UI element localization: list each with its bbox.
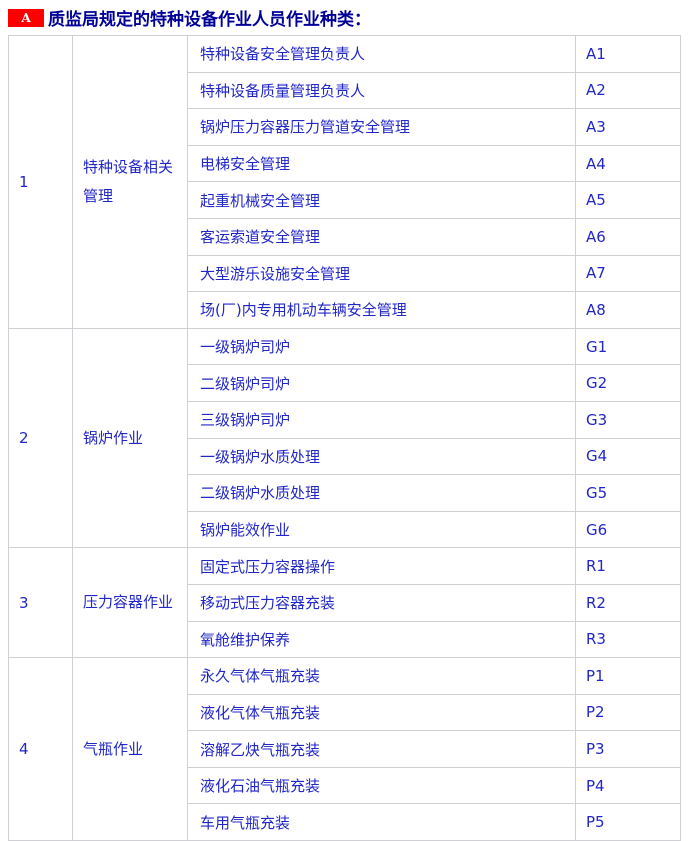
cell-category: 特种设备相关管理 — [72, 35, 188, 329]
job-categories-table-body: 1 特种设备相关管理 特种设备安全管理负责人 A1 特种设备质量管理负责人 A2 锅炉压力容… — [8, 35, 681, 841]
cell-job-name: 起重机械安全管理 — [187, 181, 576, 219]
cell-job-code: A3 — [575, 108, 681, 146]
cell-job-name: 液化石油气瓶充装 — [187, 766, 576, 805]
cell-job-code: R2 — [575, 583, 681, 622]
table-row: 液化气体气瓶充装 P2 — [9, 693, 681, 732]
cell-job-code: A1 — [575, 35, 681, 73]
cell-job-code: G5 — [575, 474, 681, 512]
cell-job-code: G6 — [575, 510, 681, 549]
title-text: 质监局规定的特种设备作业人员作业种类： — [48, 10, 371, 30]
cell-job-name: 二级锅炉司炉 — [187, 364, 576, 402]
job-categories-table: 1 特种设备相关管理 特种设备安全管理负责人 A1 特种设备质量管理负责人 A2 锅炉压力容… — [8, 35, 681, 841]
cell-job-name: 特种设备安全管理负责人 — [187, 35, 576, 73]
table-row: 液化石油气瓶充装 P4 — [9, 766, 681, 805]
cell-job-name: 特种设备质量管理负责人 — [187, 71, 576, 110]
table-row: 2 锅炉作业 一级锅炉司炉 G1 — [8, 327, 681, 549]
table-row: 3 压力容器作业 固定式压力容器操作 R1 — [8, 547, 681, 659]
cell-job-name: 溶解乙炔气瓶充装 — [187, 730, 576, 768]
cell-job-name: 移动式压力容器充装 — [187, 583, 576, 622]
table-row: 移动式压力容器充装 R2 — [9, 583, 681, 622]
cell-job-code: P5 — [575, 803, 681, 841]
cell-job-code: G3 — [575, 400, 681, 439]
cell-job-name: 二级锅炉水质处理 — [187, 474, 576, 512]
cell-category: 锅炉作业 — [72, 327, 188, 549]
table-row: 特种设备质量管理负责人 A2 — [9, 71, 681, 110]
cell-job-code: A8 — [575, 291, 681, 329]
table-row: 三级锅炉司炉 G3 — [9, 400, 681, 439]
table-row: 1 特种设备相关管理 特种设备安全管理负责人 A1 — [8, 35, 681, 329]
cell-job-code: A6 — [575, 217, 681, 256]
cell-job-code: G1 — [575, 327, 681, 366]
cell-job-name: 液化气体气瓶充装 — [187, 693, 576, 732]
table-row: 场(厂)内专用机动车辆安全管理 A8 — [9, 291, 681, 329]
cell-job-name: 场(厂)内专用机动车辆安全管理 — [187, 291, 576, 329]
table-row: 车用气瓶充装 P5 — [9, 803, 681, 841]
table-row: 二级锅炉司炉 G2 — [9, 364, 681, 402]
table-row: 客运索道安全管理 A6 — [9, 217, 681, 256]
cell-job-code: R1 — [575, 547, 681, 585]
cell-job-name: 一级锅炉水质处理 — [187, 437, 576, 476]
cell-job-code: P4 — [575, 766, 681, 805]
table-row: 二级锅炉水质处理 G5 — [9, 474, 681, 512]
cell-job-code: A4 — [575, 144, 681, 183]
marker-a-badge: A — [8, 8, 44, 27]
table-row: 电梯安全管理 A4 — [9, 144, 681, 183]
table-row: 大型游乐设施安全管理 A7 — [9, 254, 681, 293]
cell-category: 气瓶作业 — [72, 657, 188, 841]
cell-job-code: P1 — [575, 657, 681, 695]
cell-job-name: 锅炉能效作业 — [187, 510, 576, 549]
table-row: 起重机械安全管理 A5 — [9, 181, 681, 219]
cell-job-name: 三级锅炉司炉 — [187, 400, 576, 439]
page-title: A 质监局规定的特种设备作业人员作业种类： — [0, 0, 689, 35]
cell-job-code: A5 — [575, 181, 681, 219]
cell-group-number: 1 — [8, 35, 73, 329]
cell-job-code: G2 — [575, 364, 681, 402]
table-row: 锅炉能效作业 G6 — [9, 510, 681, 549]
cell-job-name: 锅炉压力容器压力管道安全管理 — [187, 108, 576, 146]
cell-group-number: 4 — [8, 657, 73, 841]
cell-job-name: 氧舱维护保养 — [187, 620, 576, 659]
cell-job-name: 大型游乐设施安全管理 — [187, 254, 576, 293]
cell-group-number: 2 — [8, 327, 73, 549]
cell-job-name: 车用气瓶充装 — [187, 803, 576, 841]
table-row: 4 气瓶作业 永久气体气瓶充装 P1 — [8, 657, 681, 841]
cell-job-name: 客运索道安全管理 — [187, 217, 576, 256]
cell-job-code: G4 — [575, 437, 681, 476]
table-row: 溶解乙炔气瓶充装 P3 — [9, 730, 681, 768]
cell-job-code: A2 — [575, 71, 681, 110]
table-row: 锅炉压力容器压力管道安全管理 A3 — [9, 108, 681, 146]
table-row: 氧舱维护保养 R3 — [9, 620, 681, 659]
cell-job-code: P3 — [575, 730, 681, 768]
cell-job-name: 永久气体气瓶充装 — [187, 657, 576, 695]
cell-category: 压力容器作业 — [72, 547, 188, 659]
cell-job-code: P2 — [575, 693, 681, 732]
cell-job-name: 一级锅炉司炉 — [187, 327, 576, 366]
cell-job-name: 固定式压力容器操作 — [187, 547, 576, 585]
cell-job-code: R3 — [575, 620, 681, 659]
cell-group-number: 3 — [8, 547, 73, 659]
cell-job-name: 电梯安全管理 — [187, 144, 576, 183]
cell-job-code: A7 — [575, 254, 681, 293]
